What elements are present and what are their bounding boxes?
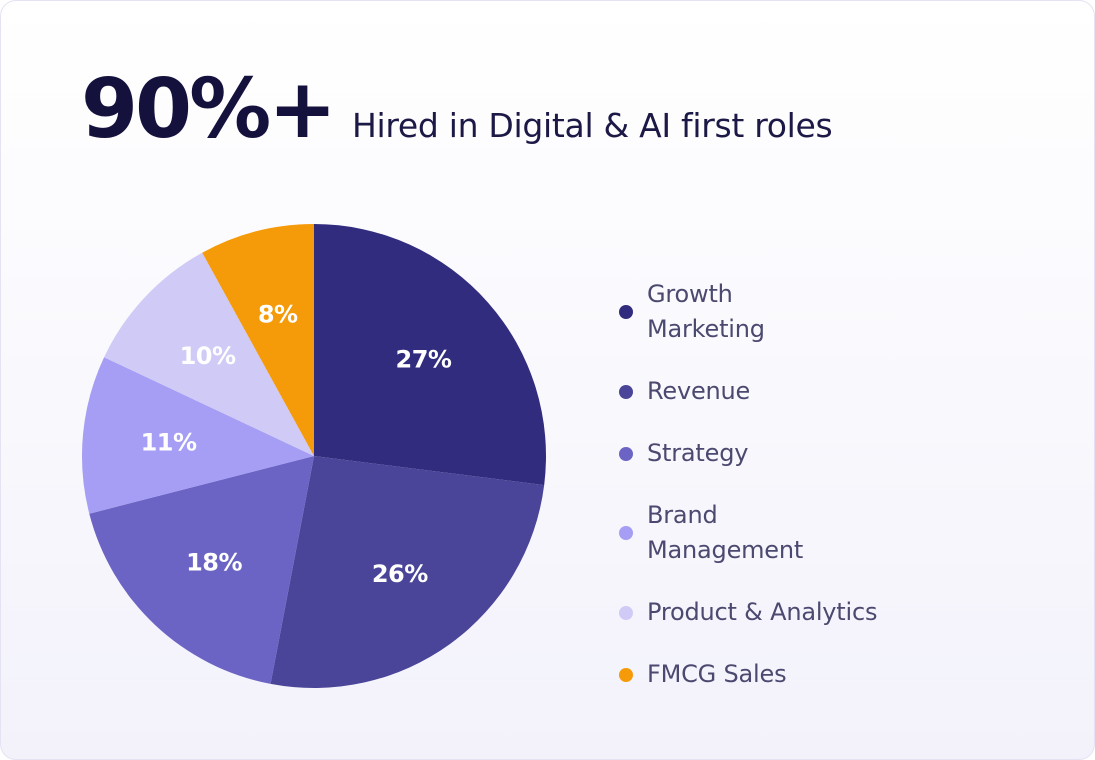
legend-label: Brand Management xyxy=(647,501,804,564)
pie-slice-fmcg-sales xyxy=(202,224,314,456)
legend-item-revenue: Revenue xyxy=(619,374,877,409)
slice-label-brand-management: 11% xyxy=(141,428,197,456)
slice-label-strategy: 18% xyxy=(186,548,242,576)
headline: 90%+ Hired in Digital & AI first roles xyxy=(81,62,833,157)
slice-label-revenue: 26% xyxy=(372,560,428,588)
slice-label-growth-marketing: 27% xyxy=(396,345,452,373)
hired-stat: 90%+ xyxy=(81,62,337,157)
legend-label: Revenue xyxy=(647,377,751,405)
legend-swatch xyxy=(619,384,633,399)
legend-item-product-and-analytics: Product & Analytics xyxy=(619,595,877,630)
legend-label: Strategy xyxy=(647,439,749,467)
legend-item-brand-management: Brand Management xyxy=(619,498,877,568)
legend-item-strategy: Strategy xyxy=(619,436,877,471)
pie-slice-product-and-analytics xyxy=(104,252,314,456)
legend-swatch xyxy=(619,446,633,461)
pie-slice-strategy xyxy=(89,456,314,684)
legend-item-growth-marketing: Growth Marketing xyxy=(619,277,877,347)
legend-label: Product & Analytics xyxy=(647,598,878,626)
slice-label-product-and-analytics: 10% xyxy=(180,342,236,370)
pie-slice-brand-management xyxy=(82,357,314,514)
legend-swatch xyxy=(619,305,633,319)
legend-label: FMCG Sales xyxy=(647,660,787,688)
slice-label-fmcg-sales: 8% xyxy=(258,301,298,329)
chart-legend: Growth Marketing Revenue Strategy Brand Man… xyxy=(619,277,877,719)
legend-swatch xyxy=(619,605,633,620)
hired-subtitle: Hired in Digital & AI first roles xyxy=(351,106,833,145)
pie-slice-revenue xyxy=(270,456,545,688)
legend-swatch xyxy=(619,667,633,682)
legend-item-fmcg-sales: FMCG Sales xyxy=(619,657,877,692)
pie-slice-growth-marketing xyxy=(314,224,546,486)
legend-swatch xyxy=(619,526,633,540)
legend-label: Growth Marketing xyxy=(647,280,765,343)
